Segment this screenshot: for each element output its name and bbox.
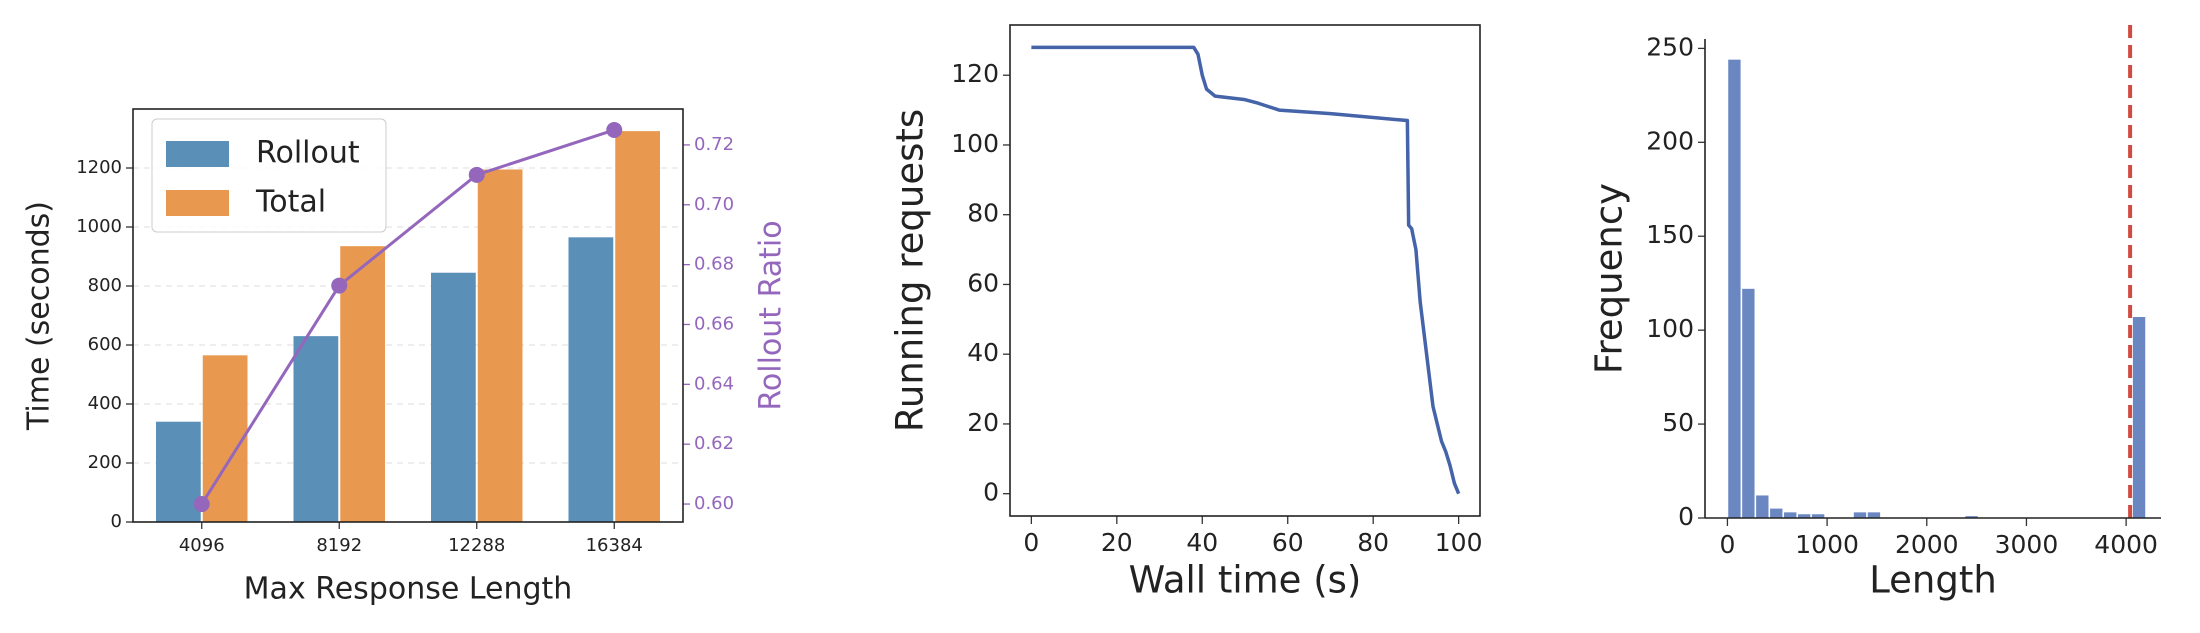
y-tick-label: 60	[967, 268, 999, 297]
x-tick-label: 8192	[316, 535, 362, 556]
ratio-point	[331, 277, 348, 294]
hist-bar	[2132, 317, 2146, 518]
frame	[132, 108, 684, 523]
x-tick-label: 12288	[448, 535, 505, 556]
x-tick-label: 0	[1023, 528, 1039, 557]
hist-bar	[1770, 508, 1783, 518]
y-axis-label: Time (seconds)	[22, 201, 57, 431]
hist-bar	[1728, 59, 1741, 518]
legend-swatch	[166, 141, 229, 167]
y2-tick-label: 0.64	[694, 373, 734, 394]
y-tick-label: 1200	[76, 157, 122, 178]
x-tick-label: 20	[1101, 528, 1133, 557]
y2-tick-label: 0.62	[694, 433, 734, 454]
ratio-point	[468, 166, 485, 183]
hist-bar	[1853, 512, 1867, 518]
panel: 0 20 40 60 80 100 120 0 20 40 60 80 100 Wall time (s)…	[889, 24, 1483, 602]
bar	[202, 355, 248, 522]
bar	[477, 169, 523, 522]
x-axis-label: Length	[1869, 559, 1997, 602]
y-axis-label: Running requests	[889, 109, 932, 432]
x-tick-label: 100	[1435, 528, 1483, 557]
hist-bar	[1742, 288, 1755, 518]
y-tick-label: 150	[1646, 220, 1694, 249]
y2-tick-label: 0.72	[694, 134, 734, 155]
y-tick-label: 800	[88, 275, 122, 296]
hist-bar	[1867, 512, 1881, 518]
y-tick-label: 200	[88, 452, 122, 473]
x-tick-label: 2000	[1895, 530, 1959, 559]
ratio-point	[193, 496, 210, 513]
y-tick-label: 400	[88, 393, 122, 414]
hist-bar	[1784, 512, 1797, 518]
hist-bar	[1811, 514, 1825, 518]
ratio-point	[606, 121, 623, 138]
y-axis-label: Frequency	[1588, 183, 1631, 374]
y2-tick-label: 0.68	[694, 254, 734, 275]
y-tick-label: 100	[951, 129, 999, 158]
y-tick-label: 50	[1662, 408, 1694, 437]
y2-axis-label: Rollout Ratio	[754, 220, 789, 410]
x-tick-label: 3000	[1995, 530, 2059, 559]
y2-tick-label: 0.66	[694, 313, 734, 334]
y-tick-label: 1000	[76, 216, 122, 237]
x-tick-label: 40	[1186, 528, 1218, 557]
y-tick-label: 250	[1646, 32, 1694, 61]
bar	[431, 272, 476, 522]
x-tick-label: 0	[1719, 530, 1735, 559]
x-axis-label: Max Response Length	[244, 572, 573, 607]
hist-bar	[1797, 514, 1811, 518]
bar	[156, 421, 201, 522]
y-tick-label: 80	[967, 199, 999, 228]
hist-bar	[1756, 495, 1769, 518]
x-tick-label: 80	[1357, 528, 1389, 557]
bar	[615, 131, 660, 522]
y-tick-label: 0	[1678, 502, 1694, 531]
y2-tick-label: 0.70	[694, 194, 734, 215]
ratio-line	[200, 128, 615, 505]
legend-label: Rollout	[256, 136, 360, 171]
panel: 0 200 400 600 800 1000 1200 0.60 0.62 0.64 0.66 0.6…	[22, 108, 789, 607]
x-tick-label: 60	[1272, 528, 1304, 557]
y-tick-label: 20	[967, 408, 999, 437]
legend-swatch	[166, 190, 229, 216]
x-tick-label: 4000	[2094, 530, 2158, 559]
hist-bar	[1965, 516, 1978, 518]
x-axis-label: Wall time (s)	[1129, 559, 1362, 602]
legend-label: Total	[255, 185, 326, 220]
y-tick-label: 100	[1646, 314, 1694, 343]
bar	[340, 246, 385, 523]
x-tick-label: 1000	[1795, 530, 1859, 559]
x-tick-label: 16384	[586, 535, 643, 556]
y-tick-label: 40	[967, 338, 999, 367]
bar	[568, 237, 614, 522]
panel: 0 50 100 150 200 250 0 1000 2000 3000 4000 Length Fr…	[1588, 25, 2161, 602]
frame	[1009, 24, 1481, 517]
legend: Rollout Total	[151, 118, 387, 233]
x-tick-label: 4096	[179, 535, 225, 556]
y-tick-label: 120	[951, 59, 999, 88]
y2-tick-label: 0.60	[694, 493, 734, 514]
line	[1031, 45, 1461, 495]
y-tick-label: 200	[1646, 126, 1694, 155]
bar	[293, 336, 339, 522]
y-tick-label: 0	[983, 478, 999, 507]
y-tick-label: 600	[88, 334, 122, 355]
y-tick-label: 0	[111, 511, 122, 532]
